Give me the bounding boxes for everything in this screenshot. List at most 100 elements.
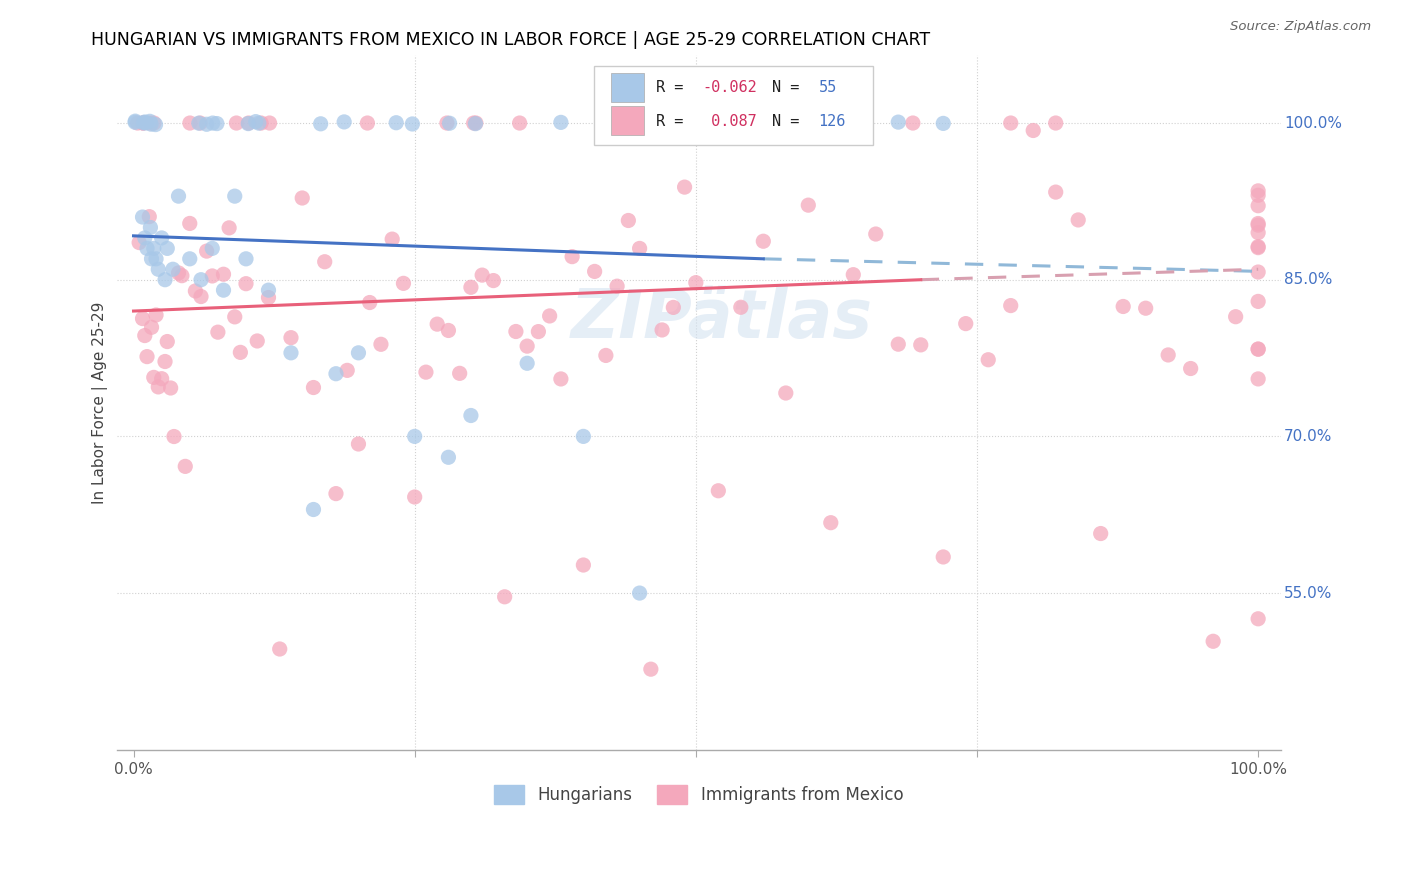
FancyBboxPatch shape: [612, 106, 644, 135]
Y-axis label: In Labor Force | Age 25-29: In Labor Force | Age 25-29: [93, 301, 108, 504]
Point: [401, 117, 423, 131]
Point: [1247, 188, 1270, 202]
Point: [128, 235, 150, 250]
Point: [1247, 217, 1270, 231]
Point: [141, 252, 163, 266]
Point: [190, 289, 212, 303]
Point: [190, 273, 212, 287]
Point: [754, 116, 776, 130]
Point: [142, 241, 165, 255]
Point: [818, 116, 841, 130]
Point: [494, 590, 516, 604]
Point: [1180, 361, 1202, 376]
Point: [145, 118, 167, 132]
Point: [1000, 299, 1022, 313]
Point: [415, 365, 437, 379]
Point: [1247, 239, 1270, 253]
Point: [738, 116, 761, 130]
Point: [865, 227, 887, 241]
Text: 55: 55: [818, 80, 837, 95]
Point: [404, 490, 426, 504]
Point: [707, 483, 730, 498]
Point: [1045, 185, 1067, 199]
Point: [245, 114, 267, 128]
Point: [516, 339, 538, 353]
Point: [583, 264, 606, 278]
Point: [1067, 213, 1090, 227]
Point: [225, 116, 247, 130]
Point: [977, 352, 1000, 367]
Point: [246, 334, 269, 348]
Point: [1225, 310, 1247, 324]
Point: [139, 116, 162, 130]
Text: -0.062: -0.062: [702, 80, 756, 95]
Point: [333, 115, 356, 129]
Point: [347, 346, 370, 360]
Point: [887, 115, 910, 129]
Text: ZIPätlas: ZIPätlas: [571, 286, 873, 352]
Point: [142, 370, 165, 384]
Text: 55.0%: 55.0%: [1284, 585, 1333, 600]
Point: [662, 301, 685, 315]
Point: [509, 116, 531, 130]
Point: [439, 116, 461, 130]
Point: [1247, 612, 1270, 626]
Point: [752, 234, 775, 248]
Point: [139, 114, 162, 128]
Point: [238, 117, 260, 131]
Point: [572, 558, 595, 572]
Point: [153, 273, 176, 287]
Point: [426, 317, 449, 331]
Point: [302, 502, 325, 516]
Point: [628, 586, 651, 600]
Point: [640, 662, 662, 676]
Point: [150, 372, 173, 386]
Point: [167, 266, 190, 280]
Point: [359, 295, 381, 310]
Point: [134, 115, 156, 129]
Point: [1000, 116, 1022, 130]
Point: [162, 262, 184, 277]
Point: [932, 116, 955, 130]
Point: [309, 117, 332, 131]
Point: [127, 116, 149, 130]
Point: [259, 116, 281, 130]
Point: [436, 116, 458, 130]
Point: [1090, 526, 1112, 541]
Point: [156, 241, 179, 255]
Point: [201, 116, 224, 130]
Point: [325, 486, 347, 500]
Point: [460, 280, 482, 294]
Point: [179, 216, 201, 230]
Point: [156, 334, 179, 349]
Point: [606, 279, 628, 293]
Point: [184, 284, 207, 298]
Text: 100.0%: 100.0%: [1284, 116, 1341, 130]
Point: [229, 345, 252, 359]
Point: [205, 117, 228, 131]
Point: [235, 277, 257, 291]
Point: [136, 350, 159, 364]
Point: [482, 274, 505, 288]
Point: [174, 459, 197, 474]
Point: [153, 354, 176, 368]
Point: [212, 267, 235, 281]
Legend: Hungarians, Immigrants from Mexico: Hungarians, Immigrants from Mexico: [488, 779, 910, 811]
Point: [167, 189, 190, 203]
Point: [280, 346, 302, 360]
Point: [132, 116, 155, 130]
Point: [257, 283, 280, 297]
Point: [148, 262, 170, 277]
Point: [381, 232, 404, 246]
Point: [134, 231, 156, 245]
Point: [1045, 116, 1067, 130]
Point: [1112, 300, 1135, 314]
Point: [741, 116, 763, 130]
Point: [901, 116, 924, 130]
Point: [145, 252, 167, 266]
Point: [887, 337, 910, 351]
Point: [1247, 342, 1270, 356]
Point: [370, 337, 392, 351]
Point: [820, 516, 842, 530]
Point: [1247, 184, 1270, 198]
